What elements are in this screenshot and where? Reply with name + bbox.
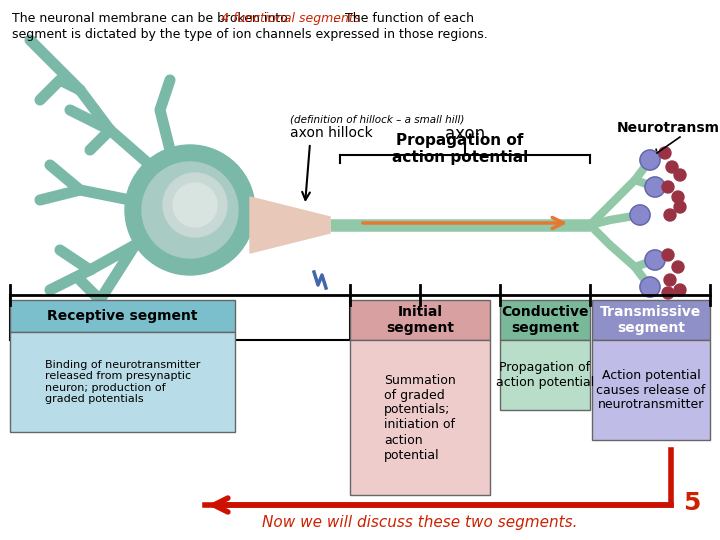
Text: Conductive
segment: Conductive segment	[501, 305, 589, 335]
Text: axon: axon	[445, 125, 485, 143]
FancyBboxPatch shape	[592, 300, 710, 340]
Circle shape	[664, 209, 676, 221]
Text: Propagation of
action potential: Propagation of action potential	[496, 361, 594, 389]
Text: 5: 5	[683, 491, 700, 515]
Circle shape	[125, 145, 255, 275]
Text: 4 functional segments: 4 functional segments	[221, 12, 360, 25]
Text: segment is dictated by the type of ion channels expressed in those regions.: segment is dictated by the type of ion c…	[12, 28, 487, 41]
Text: .  The function of each: . The function of each	[333, 12, 474, 25]
FancyBboxPatch shape	[500, 300, 590, 340]
Text: Summation
of graded
potentials;
initiation of
action
potential: Summation of graded potentials; initiati…	[384, 374, 456, 462]
Text: (definition of hillock – a small hill): (definition of hillock – a small hill)	[290, 115, 464, 125]
Circle shape	[674, 169, 686, 181]
Circle shape	[142, 162, 238, 258]
FancyBboxPatch shape	[10, 332, 235, 432]
Circle shape	[173, 183, 217, 227]
Text: Binding of neurotransmitter
released from presynaptic
neuron; production of
grad: Binding of neurotransmitter released fro…	[45, 360, 200, 404]
Circle shape	[662, 249, 674, 261]
Circle shape	[674, 201, 686, 213]
Circle shape	[640, 150, 660, 170]
Circle shape	[163, 173, 227, 237]
FancyBboxPatch shape	[592, 340, 710, 440]
Circle shape	[666, 161, 678, 173]
Text: axon hillock: axon hillock	[290, 126, 373, 140]
Text: Initial
segment: Initial segment	[386, 305, 454, 335]
FancyBboxPatch shape	[350, 340, 490, 495]
Text: Neurotransmitter: Neurotransmitter	[616, 121, 720, 135]
Circle shape	[645, 177, 665, 197]
Circle shape	[672, 191, 684, 203]
Polygon shape	[250, 197, 330, 253]
FancyBboxPatch shape	[500, 340, 590, 410]
Circle shape	[664, 274, 676, 286]
Circle shape	[662, 287, 674, 299]
Circle shape	[662, 181, 674, 193]
Text: Propagation of
action potential: Propagation of action potential	[392, 133, 528, 165]
Text: Transmissive
segment: Transmissive segment	[600, 305, 701, 335]
Text: The neuronal membrane can be broken into: The neuronal membrane can be broken into	[12, 12, 292, 25]
Circle shape	[674, 284, 686, 296]
Circle shape	[640, 277, 660, 297]
FancyBboxPatch shape	[350, 300, 490, 340]
Circle shape	[645, 250, 665, 270]
Circle shape	[672, 261, 684, 273]
Circle shape	[630, 205, 650, 225]
Text: Action potential
causes release of
neurotransmitter: Action potential causes release of neuro…	[596, 368, 706, 411]
Circle shape	[659, 147, 671, 159]
Text: Now we will discuss these two segments.: Now we will discuss these two segments.	[262, 515, 577, 530]
FancyBboxPatch shape	[10, 300, 235, 332]
Text: Receptive segment: Receptive segment	[48, 309, 198, 323]
